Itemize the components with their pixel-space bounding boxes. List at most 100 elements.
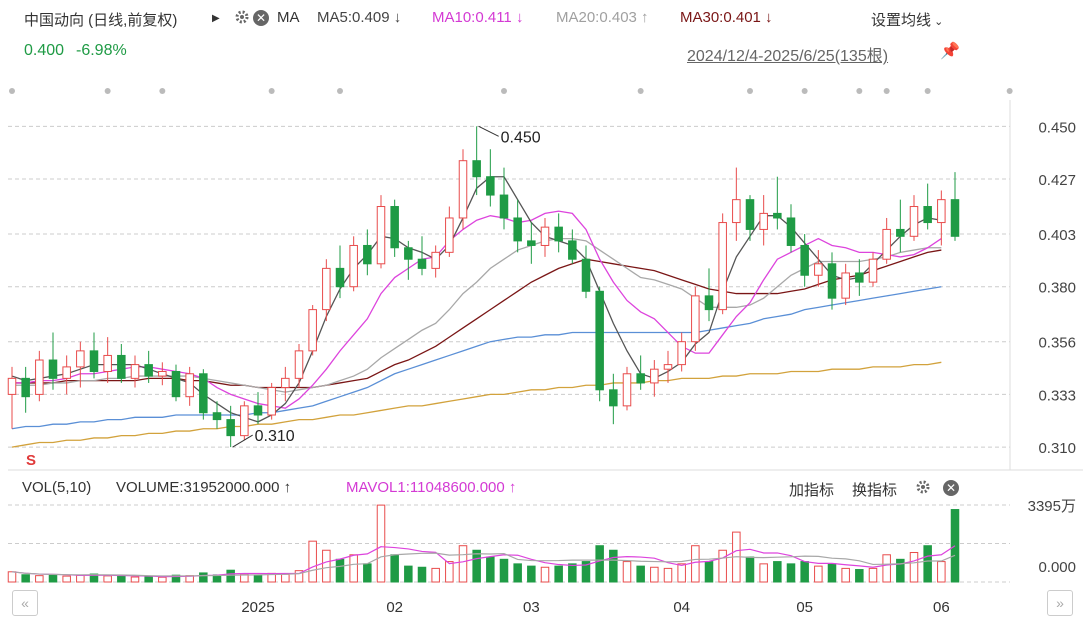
time-tick-label: 03 (523, 599, 540, 616)
close-icon[interactable]: ✕ (253, 9, 269, 26)
switch-indicator-button[interactable]: 换指标 (852, 482, 898, 499)
volume-bar (636, 565, 645, 583)
price-tick-label: 0.427 (1038, 172, 1076, 189)
candle-body (130, 364, 140, 379)
candle-body (732, 199, 741, 224)
volume-bar (609, 549, 618, 583)
candle-body (404, 247, 413, 260)
event-marker-icon (337, 88, 343, 94)
volume-bar (322, 549, 331, 583)
time-tick-label: 2025 (241, 599, 274, 616)
candle-body (554, 226, 563, 242)
candle-body (158, 370, 167, 377)
volume-bar (171, 574, 181, 583)
event-marker-icon (924, 88, 931, 94)
candle-body (240, 405, 249, 437)
close-indicator-icon[interactable]: ✕ (943, 479, 959, 497)
volume-bar (554, 565, 563, 583)
volume-bar (581, 561, 591, 583)
volume-bar (513, 563, 522, 583)
add-indicator-button[interactable]: 加指标 (789, 482, 835, 499)
chevron-down-icon: ⌄ (931, 16, 944, 28)
candle-body (622, 373, 632, 407)
volume-bar (663, 567, 673, 583)
annotation-label: 0.450 (501, 129, 541, 146)
volume-bar (568, 563, 577, 583)
indicator-settings-icon[interactable] (915, 479, 931, 500)
volume-bar (7, 571, 17, 583)
volume-bar (431, 567, 440, 583)
volume-bar (923, 545, 932, 583)
volume-bar (158, 576, 167, 583)
volume-bar (103, 575, 112, 583)
volume-bar (281, 573, 290, 583)
candle-body (882, 228, 891, 260)
candle-body (814, 263, 823, 276)
volume-tick-label: 3395万 (1028, 498, 1076, 515)
volume-bar (650, 566, 659, 583)
scroll-left-button[interactable]: « (12, 590, 38, 616)
pin-icon[interactable]: 📌 (940, 43, 960, 60)
candle-body (363, 244, 372, 265)
candle-body (773, 212, 782, 219)
candle-body (745, 199, 755, 230)
candle-body (144, 364, 153, 377)
candle-body (431, 251, 440, 269)
candle-body (212, 412, 222, 421)
scroll-right-button[interactable]: » (1047, 590, 1073, 616)
ma20-value: MA20:0.403 ↑ (556, 9, 649, 26)
volume-bar (445, 561, 454, 583)
event-marker-icon (747, 88, 753, 94)
ma10-value: MA10:0.411 ↓ (432, 9, 524, 26)
volume-bar (76, 574, 85, 583)
current-price: 0.400 (24, 42, 65, 59)
candle-body (909, 206, 919, 237)
volume-bar (841, 567, 850, 583)
play-icon[interactable]: ▶ (212, 13, 220, 24)
volume-bar (21, 574, 30, 583)
time-tick-label: 02 (386, 599, 403, 616)
candle-body (896, 228, 905, 237)
volume-bar (814, 565, 823, 583)
volume-bar (349, 554, 358, 583)
volume-bar (376, 504, 386, 583)
candle-body (281, 377, 290, 389)
volume-bar (868, 567, 878, 583)
volume-bar (226, 569, 235, 583)
volume-tick-label: 0.000 (1038, 559, 1076, 576)
candle-body (499, 194, 509, 219)
candle-body (937, 199, 946, 224)
price-tick-label: 0.333 (1038, 387, 1076, 404)
candle-body (663, 364, 673, 370)
candle-body (581, 258, 591, 292)
candle-body (513, 217, 522, 242)
volume-bar (745, 556, 755, 583)
price-tick-label: 0.356 (1038, 335, 1076, 352)
candle-body (199, 373, 208, 414)
time-tick-label: 05 (796, 599, 813, 616)
event-marker-icon (104, 88, 111, 94)
ma-settings-button[interactable]: 设置均线 ⌄ (871, 9, 943, 30)
candle-body (376, 206, 386, 265)
candle-body (7, 377, 17, 395)
volume-bar (896, 558, 905, 583)
volume-bar (800, 561, 809, 583)
ma-settings-icon[interactable] (234, 9, 250, 29)
volume-bar (486, 556, 495, 583)
annotations: 0.450 0.310 (232, 125, 541, 448)
candle-body (185, 373, 194, 398)
candle-body (267, 387, 276, 416)
candle-body (103, 354, 112, 372)
volume-bar (335, 558, 345, 583)
candle-body (253, 405, 263, 416)
candle-body (650, 368, 659, 384)
annotation-arrow (232, 434, 253, 448)
volume-bar (417, 566, 427, 583)
price-axis: 0.450 0.427 0.403 0.380 0.356 0.333 0.310 (1009, 100, 1076, 470)
candle-body (35, 359, 44, 395)
date-range[interactable]: 2024/12/4-2025/6/25(135根) (687, 48, 889, 65)
candle-body (568, 240, 577, 260)
candle-body (226, 419, 235, 437)
volume-bar (691, 545, 700, 583)
